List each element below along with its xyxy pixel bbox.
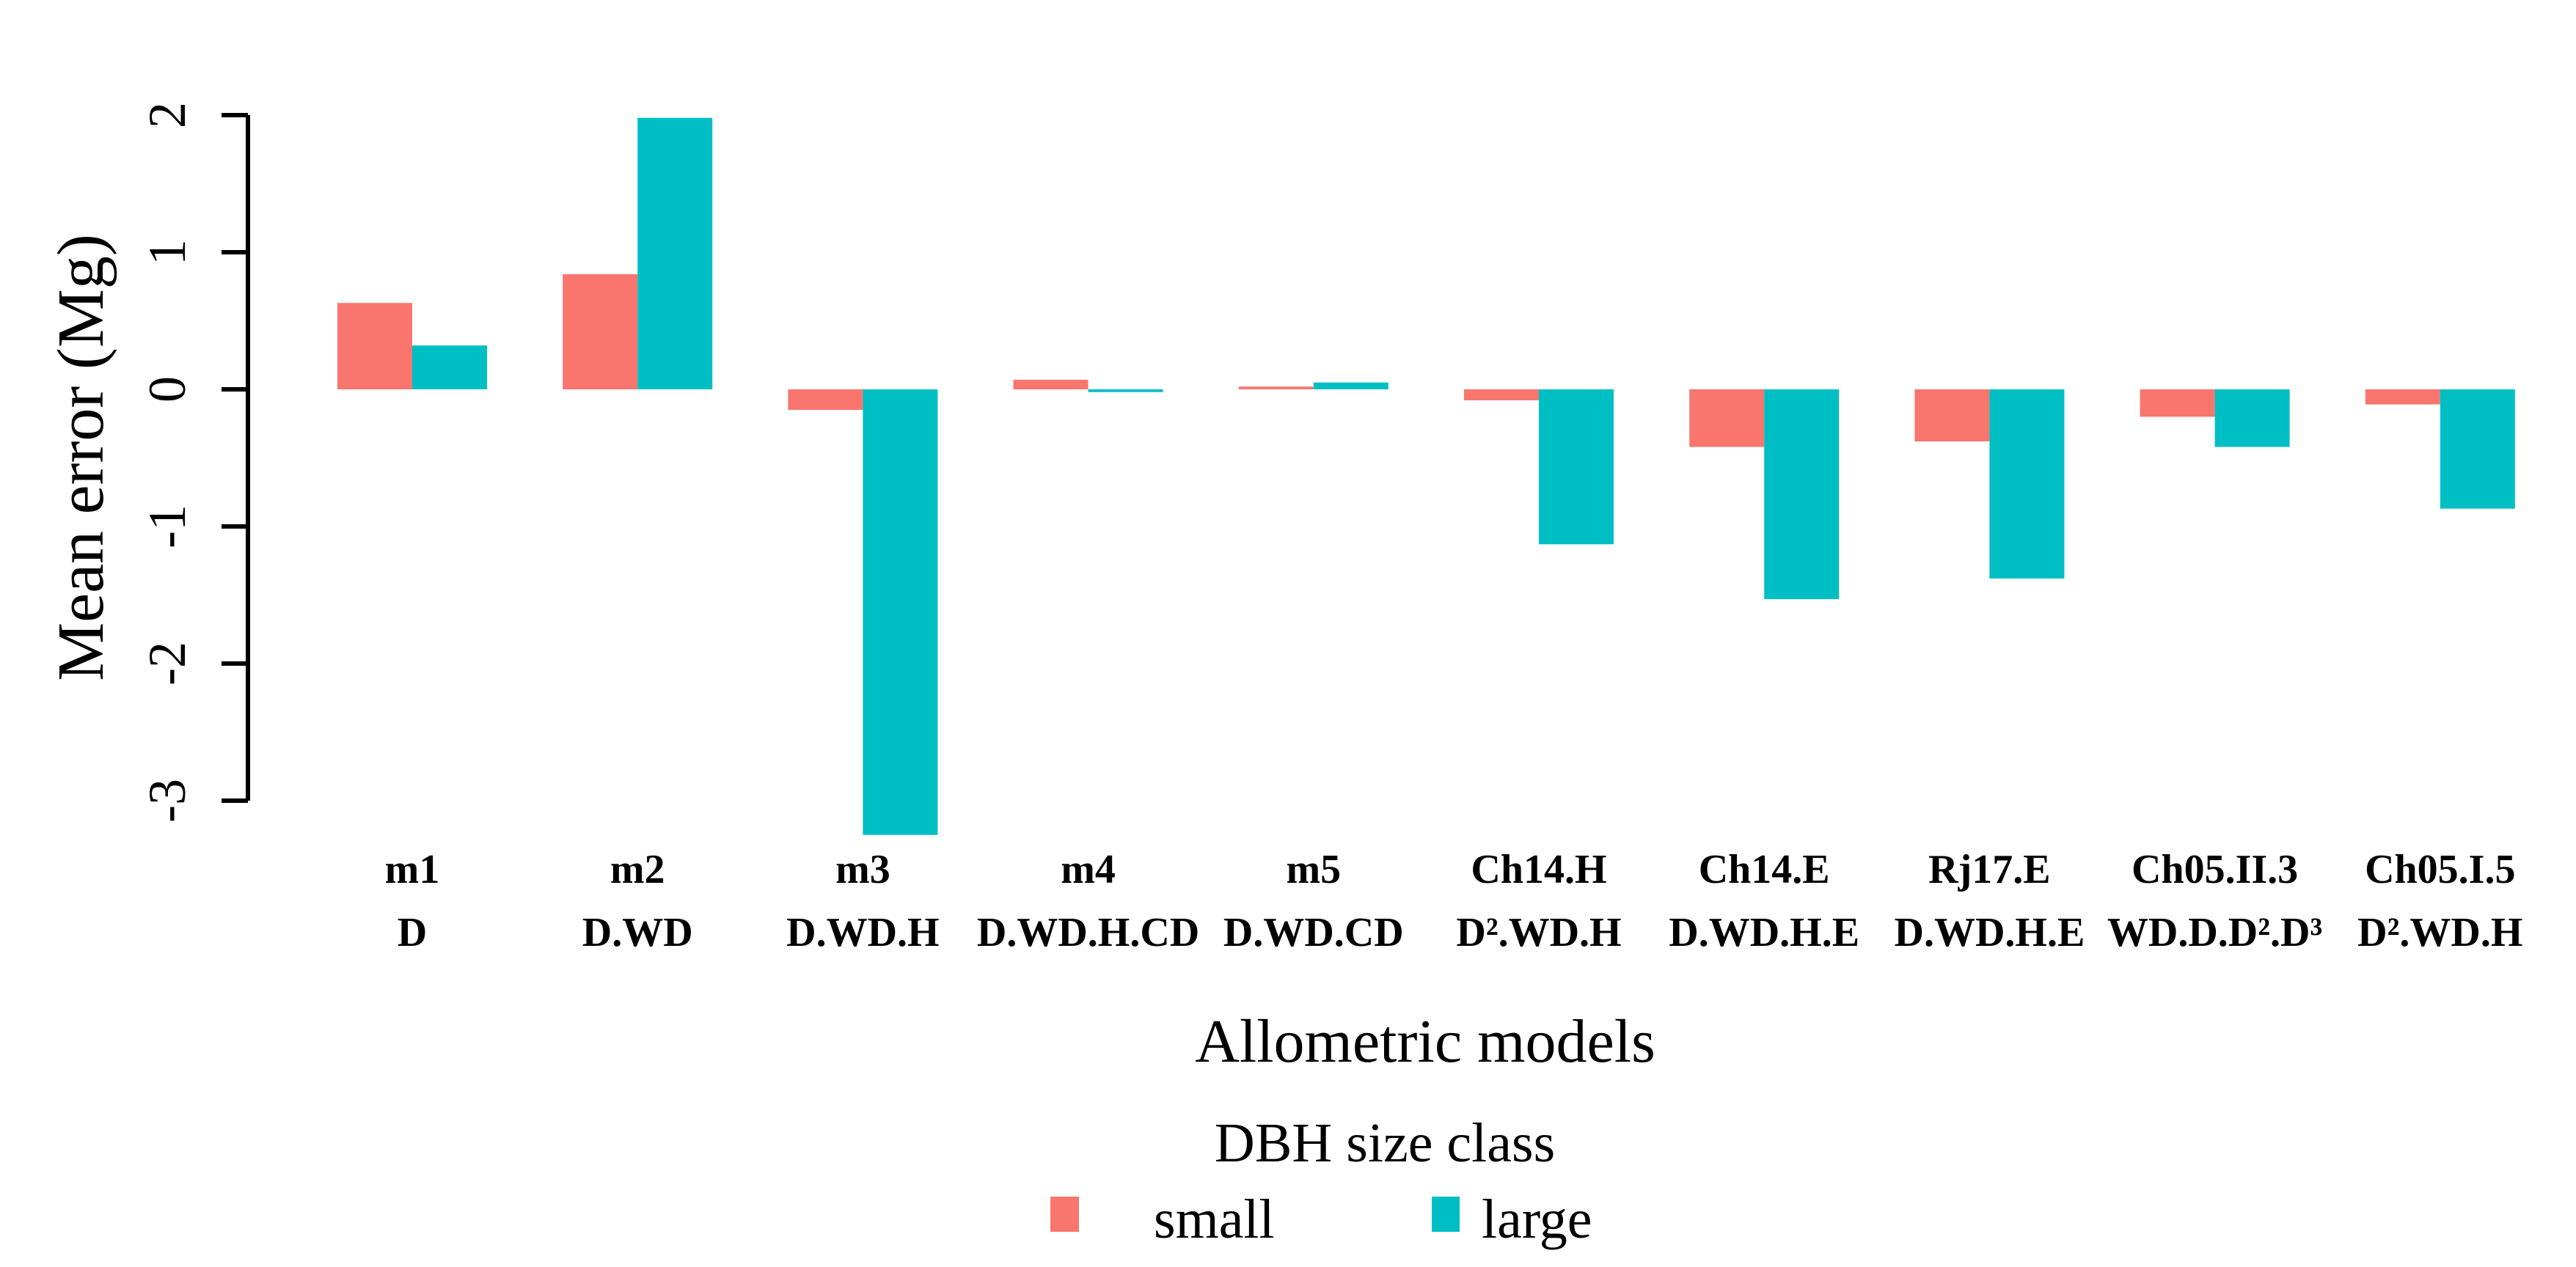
bar-large-Rj17.E <box>1989 389 2065 579</box>
x-category-label: m1 <box>385 847 440 892</box>
x-category-label: Ch05.II.3 <box>2132 847 2298 892</box>
x-category-sublabel: D².WD.H <box>2357 910 2522 955</box>
bar-large-m5 <box>1313 382 1388 389</box>
bar-small-Rj17.E <box>1914 389 1990 442</box>
x-category-label: Ch14.H <box>1471 847 1606 892</box>
bar-small-m2 <box>563 273 638 389</box>
x-category-sublabel: D².WD.H <box>1456 910 1621 955</box>
x-category-label: Ch14.E <box>1699 847 1830 892</box>
legend-title: DBH size class <box>1215 1112 1555 1174</box>
x-category-label: Ch05.I.5 <box>2365 847 2515 892</box>
bar-small-m1 <box>337 303 412 389</box>
bar-large-Ch14.E <box>1764 389 1840 600</box>
bars-layer <box>337 117 2515 835</box>
y-axis-tick-label: 0 <box>138 376 197 403</box>
bar-large-m4 <box>1088 389 1163 392</box>
x-category-sublabel: D.WD <box>582 910 693 955</box>
bar-small-Ch05.II.3 <box>2140 389 2215 417</box>
bar-small-Ch14.E <box>1689 389 1765 447</box>
y-axis-title: Mean error (Mg) <box>45 234 117 681</box>
x-category-label: m5 <box>1286 847 1341 892</box>
bar-small-m4 <box>1013 379 1088 389</box>
x-axis-title: Allometric models <box>1195 1007 1655 1076</box>
x-category-label: m4 <box>1061 847 1116 892</box>
x-category-label: Rj17.E <box>1928 847 2050 892</box>
x-category-sublabel: D.WD.H.CD <box>977 910 1199 955</box>
bar-large-m1 <box>412 345 487 389</box>
x-category-sublabel: D.WD.H.E <box>1895 910 2085 955</box>
legend-swatch-small <box>1050 1197 1079 1232</box>
y-axis-tick-label: 2 <box>138 102 197 128</box>
x-category-label: m3 <box>835 847 890 892</box>
legend-label-small: small <box>1154 1189 1275 1250</box>
bar-small-m5 <box>1238 386 1314 389</box>
bar-large-Ch14.H <box>1539 389 1614 545</box>
y-axis-tick-label: -3 <box>138 779 197 823</box>
y-axis-tick-label: -2 <box>138 642 197 686</box>
bar-large-Ch05.II.3 <box>2214 389 2290 447</box>
x-category-sublabel: D <box>398 910 427 955</box>
x-category-sublabel: D.WD.H <box>786 910 939 955</box>
y-axis: 2 1 0 -1 -2 -3 <box>138 102 250 823</box>
x-category-sublabel: D.WD.H.E <box>1669 910 1859 955</box>
y-axis-tick-label: 1 <box>138 239 197 265</box>
bar-large-m2 <box>637 117 713 390</box>
x-category-sublabel: D.WD.CD <box>1223 910 1404 955</box>
bar-large-m3 <box>863 389 938 835</box>
x-axis-labels: m1 Dm2 D.WD m3 D.WD.H m4 D.WD.H.CD m5 D.WD.CD Ch1… <box>385 847 2523 955</box>
x-category-sublabel: WD.D.D².D³ <box>2107 910 2322 955</box>
bar-small-m3 <box>788 389 863 411</box>
x-category-label: m2 <box>610 847 665 892</box>
legend-swatch-large <box>1432 1197 1460 1232</box>
y-axis-tick-label: -1 <box>138 504 197 548</box>
bar-small-Ch05.I.5 <box>2365 389 2440 405</box>
legend: small large <box>1050 1189 1592 1250</box>
bar-large-Ch05.I.5 <box>2440 389 2515 509</box>
bar-small-Ch14.H <box>1464 389 1539 400</box>
legend-label-large: large <box>1482 1189 1592 1250</box>
